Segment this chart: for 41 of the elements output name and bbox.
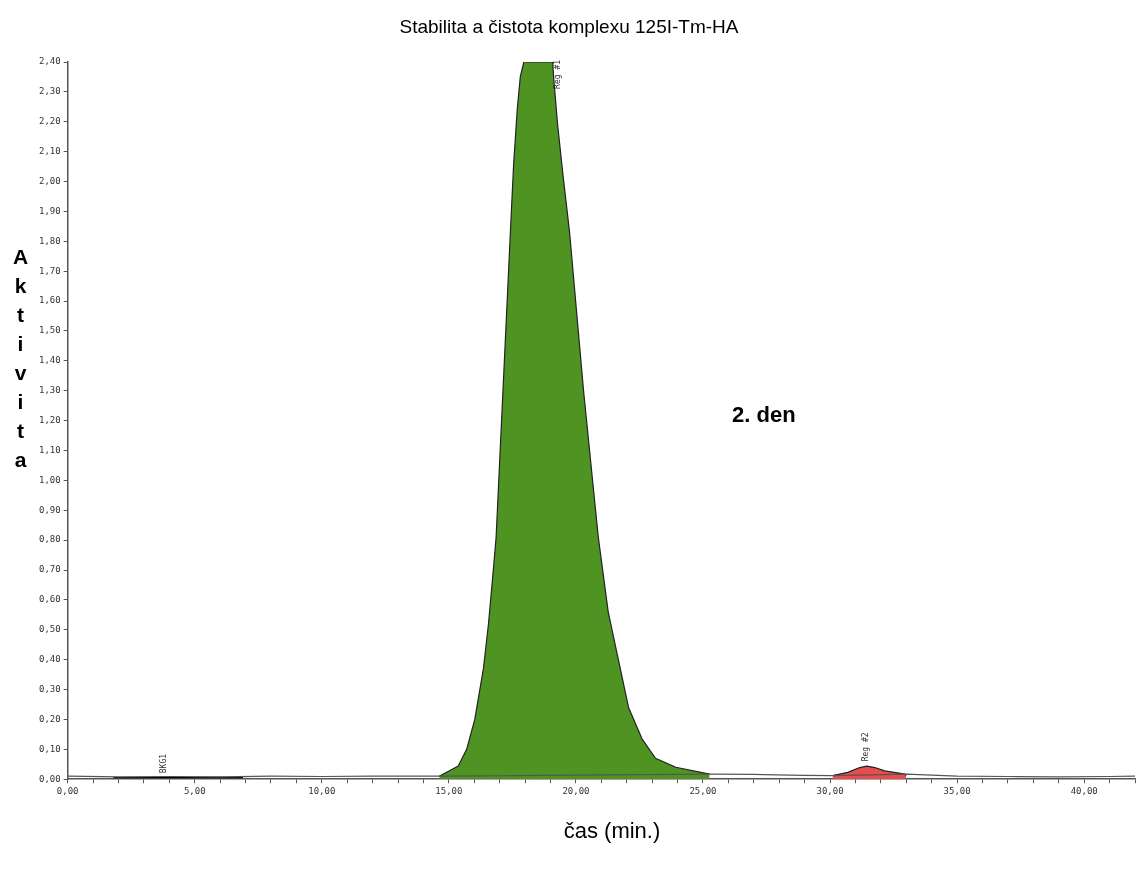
y-tick-label: 1,80 [38,235,61,246]
annotation: 2. den [732,402,796,428]
y-tick-label: 0,90 [38,504,61,515]
x-tick-label: 5,00 [183,785,206,796]
y-tick-label: 2,20 [38,116,61,127]
y-tick-label: 1,10 [38,444,61,455]
x-tick-label: 15,00 [435,785,463,796]
y-tick-label: 1,70 [38,265,61,276]
y-tick-label: 0,20 [38,713,61,724]
y-tick-label: 1,40 [38,355,61,366]
x-tick-label: 10,00 [308,785,336,796]
x-tick-label: 30,00 [816,785,844,796]
y-tick-label: 0,60 [38,594,61,605]
y-tick-label: 1,60 [38,295,61,306]
y-tick-label: 0,80 [38,534,61,545]
y-tick-label: 2,00 [38,175,61,186]
y-tick-label: 1,00 [38,474,61,485]
y-tick-label: 2,40 [38,56,61,67]
annotation: BKG1 [159,753,169,774]
y-tick-label: 1,20 [38,414,61,425]
y-tick-label: 0,10 [38,743,61,754]
annotation: Reg #1 [553,59,563,89]
y-tick-label: 0,30 [38,683,61,694]
y-tick-label: 1,50 [38,325,61,336]
x-tick-label: 35,00 [943,785,971,796]
x-tick-label: 25,00 [689,785,717,796]
y-tick-label: 0,70 [38,564,61,575]
y-axis-title: Aktivita [8,245,32,477]
x-tick-label: 40,00 [1070,785,1098,796]
annotation: Reg #2 [860,732,870,762]
y-tick-label: 0,50 [38,624,61,635]
x-tick-label: 20,00 [562,785,590,796]
y-tick-label: 2,30 [38,86,61,97]
x-axis-title: čas (min.) [562,818,662,844]
chart-title: Stabilita a čistota komplexu 125I-Tm-HA [398,16,740,38]
x-tick-label: 0,00 [56,785,79,796]
y-tick-label: 2,10 [38,145,61,156]
y-tick-label: 1,90 [38,205,61,216]
y-tick-label: 0,40 [38,654,61,665]
y-tick-label: 0,00 [38,773,61,784]
y-tick-label: 1,30 [38,385,61,396]
